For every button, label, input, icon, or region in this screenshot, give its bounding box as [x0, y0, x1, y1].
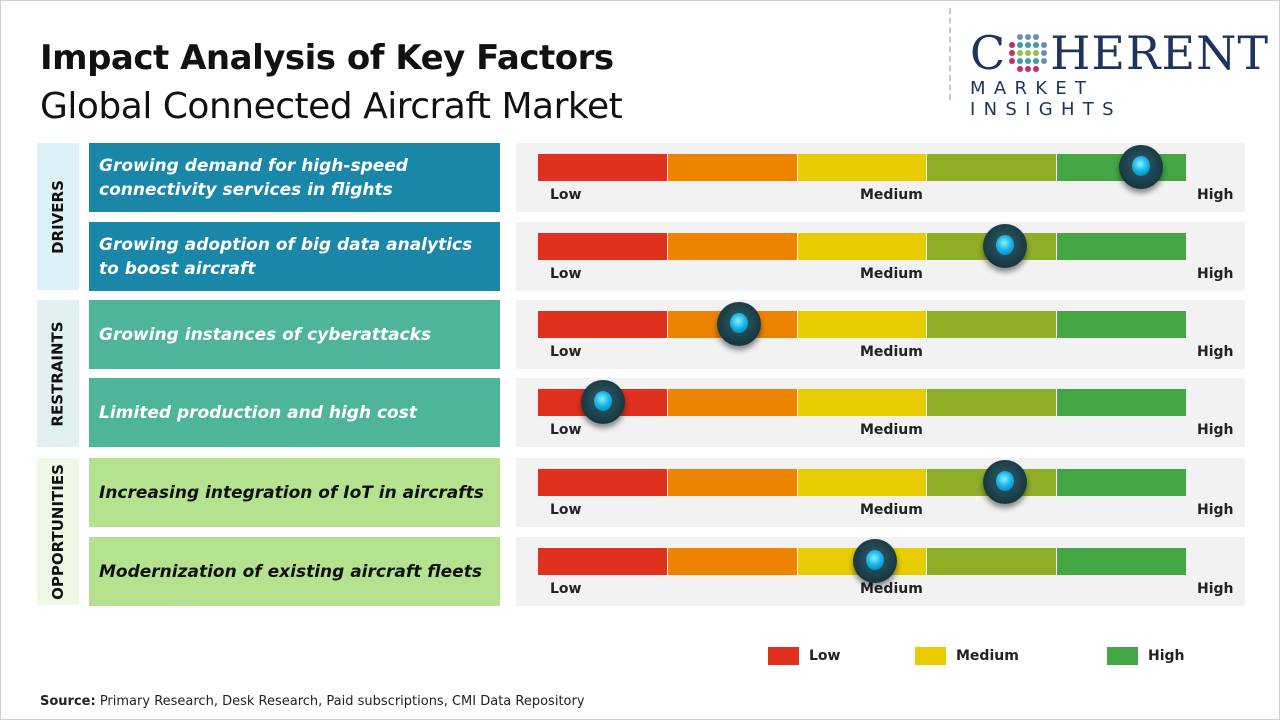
factor-label: Increasing integration of IoT in aircraf… [89, 458, 500, 527]
scale-label-medium: Medium [860, 422, 923, 438]
factor-label: Growing adoption of big data analytics t… [89, 222, 500, 291]
scale-segment [538, 154, 668, 181]
impact-gauge: Low Medium High [516, 378, 1245, 447]
impact-gauge: Low Medium High [516, 143, 1245, 212]
scale-segment [1057, 389, 1186, 416]
globe-icon [1009, 34, 1048, 72]
scale-label-high: High [1197, 422, 1234, 438]
impact-gauge: Low Medium High [516, 300, 1245, 369]
impact-indicator-knob [716, 302, 761, 346]
company-logo: C HERENT MARKET INSIGHTS [970, 26, 1268, 120]
scale-segment [797, 389, 928, 416]
legend-label: Low [809, 648, 841, 664]
impact-scale-bar [538, 389, 1186, 416]
legend-swatch [915, 647, 946, 665]
scale-segment [797, 233, 928, 260]
scale-segment [1057, 469, 1186, 496]
category-label: OPPORTUNITIES [49, 463, 67, 600]
factor-label: Limited production and high cost [89, 378, 500, 447]
scale-label-low: Low [550, 502, 582, 518]
scale-segment [667, 389, 798, 416]
scale-label-low: Low [550, 422, 582, 438]
category-restraints: RESTRAINTS [37, 300, 79, 447]
scale-segment [1057, 233, 1186, 260]
scale-segment [538, 311, 668, 338]
scale-label-high: High [1197, 187, 1234, 203]
scale-label-medium: Medium [860, 187, 923, 203]
logo-letter: C [970, 26, 1007, 80]
scale-segment [538, 233, 668, 260]
scale-label-high: High [1197, 581, 1234, 597]
factor-label: Modernization of existing aircraft fleet… [89, 537, 500, 606]
scale-label-low: Low [550, 581, 582, 597]
factor-label: Growing demand for high-speed connectivi… [89, 143, 500, 212]
impact-scale-bar [538, 311, 1186, 338]
scale-segment [797, 154, 928, 181]
scale-segment [667, 469, 798, 496]
scale-label-low: Low [550, 344, 582, 360]
legend-label: High [1148, 648, 1185, 664]
impact-indicator-knob [1118, 145, 1163, 189]
scale-label-high: High [1197, 502, 1234, 518]
category-opportunities: OPPORTUNITIES [37, 458, 79, 605]
impact-scale-bar [538, 233, 1186, 260]
category-label: DRIVERS [49, 179, 68, 254]
scale-label-medium: Medium [860, 502, 923, 518]
scale-segment [927, 389, 1058, 416]
source-note: Source: Primary Research, Desk Research,… [40, 694, 585, 709]
page-subtitle: Global Connected Aircraft Market [40, 86, 623, 127]
scale-segment [1057, 548, 1186, 575]
legend-item: Medium [915, 647, 1019, 665]
logo-tagline: MARKET INSIGHTS [970, 78, 1122, 120]
scale-label-medium: Medium [860, 581, 923, 597]
factor-label: Growing instances of cyberattacks [89, 300, 500, 369]
scale-segment [927, 154, 1058, 181]
scale-label-low: Low [550, 266, 582, 282]
scale-segment [927, 311, 1058, 338]
legend-swatch [1107, 647, 1138, 665]
scale-label-high: High [1197, 344, 1234, 360]
source-text: Primary Research, Desk Research, Paid su… [95, 694, 585, 709]
impact-gauge: Low Medium High [516, 458, 1245, 527]
impact-scale-bar [538, 154, 1186, 181]
legend-swatch [768, 647, 799, 665]
legend-item: High [1107, 647, 1185, 665]
impact-indicator-knob [580, 380, 625, 424]
category-label: RESTRAINTS [49, 320, 68, 427]
category-drivers: DRIVERS [37, 143, 79, 290]
legend-item: Low [768, 647, 840, 665]
legend-label: Medium [956, 648, 1019, 664]
scale-label-medium: Medium [860, 266, 923, 282]
scale-segment [667, 233, 798, 260]
divider [949, 8, 951, 100]
scale-segment [797, 469, 928, 496]
scale-label-low: Low [550, 187, 582, 203]
page-title: Impact Analysis of Key Factors [40, 38, 614, 78]
scale-segment [1057, 311, 1186, 338]
scale-segment [667, 548, 798, 575]
source-label: Source: [40, 694, 96, 709]
impact-gauge: Low Medium High [516, 537, 1245, 606]
scale-segment [927, 548, 1058, 575]
impact-indicator-knob [852, 539, 897, 583]
scale-label-medium: Medium [860, 344, 923, 360]
scale-segment [538, 548, 668, 575]
scale-segment [797, 311, 928, 338]
scale-label-high: High [1197, 266, 1234, 282]
impact-indicator-knob [982, 224, 1027, 268]
impact-indicator-knob [982, 460, 1027, 504]
scale-segment [538, 469, 668, 496]
scale-segment [667, 154, 798, 181]
impact-scale-bar [538, 469, 1186, 496]
logo-word: HERENT [1050, 26, 1270, 80]
impact-gauge: Low Medium High [516, 222, 1245, 291]
